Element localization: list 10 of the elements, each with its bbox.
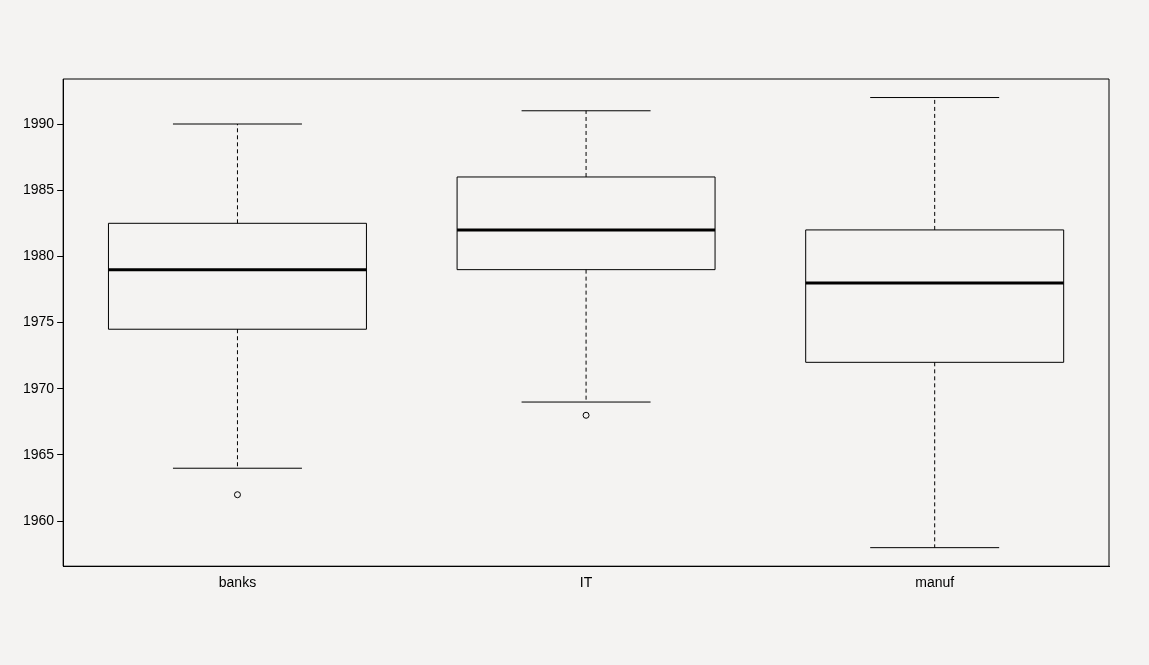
- y-tick-label: 1985: [22, 181, 55, 198]
- x-tick-label: manuf: [915, 574, 955, 591]
- x-tick-label: banks: [218, 574, 257, 591]
- x-tick-label: IT: [579, 574, 593, 591]
- y-tick-label: 1960: [22, 512, 55, 529]
- y-tick-label: 1975: [22, 313, 55, 330]
- y-tick-label: 1980: [22, 247, 55, 264]
- y-tick-label: 1970: [22, 379, 55, 396]
- y-tick-label: 1965: [22, 445, 55, 462]
- y-tick-label: 1990: [22, 114, 55, 131]
